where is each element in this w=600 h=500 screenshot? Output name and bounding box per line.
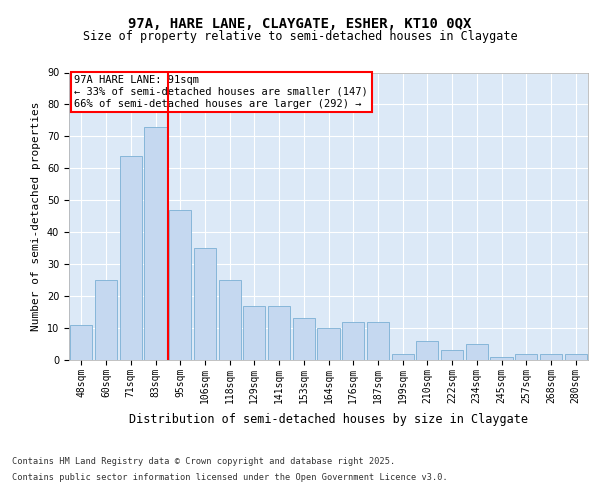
Bar bbox=[293, 318, 315, 360]
Bar bbox=[490, 357, 512, 360]
Bar bbox=[218, 280, 241, 360]
Y-axis label: Number of semi-detached properties: Number of semi-detached properties bbox=[31, 102, 41, 331]
Bar bbox=[169, 210, 191, 360]
Bar bbox=[194, 248, 216, 360]
Bar bbox=[342, 322, 364, 360]
Bar bbox=[441, 350, 463, 360]
Bar bbox=[145, 127, 167, 360]
Bar bbox=[70, 325, 92, 360]
Bar bbox=[268, 306, 290, 360]
Text: Size of property relative to semi-detached houses in Claygate: Size of property relative to semi-detach… bbox=[83, 30, 517, 43]
Bar bbox=[119, 156, 142, 360]
Text: Contains public sector information licensed under the Open Government Licence v3: Contains public sector information licen… bbox=[12, 472, 448, 482]
Bar bbox=[540, 354, 562, 360]
Bar bbox=[392, 354, 414, 360]
Bar bbox=[565, 354, 587, 360]
Bar bbox=[515, 354, 538, 360]
Bar bbox=[317, 328, 340, 360]
Bar bbox=[95, 280, 117, 360]
Bar bbox=[367, 322, 389, 360]
Text: 97A, HARE LANE, CLAYGATE, ESHER, KT10 0QX: 97A, HARE LANE, CLAYGATE, ESHER, KT10 0Q… bbox=[128, 18, 472, 32]
Bar bbox=[466, 344, 488, 360]
Text: 97A HARE LANE: 91sqm
← 33% of semi-detached houses are smaller (147)
66% of semi: 97A HARE LANE: 91sqm ← 33% of semi-detac… bbox=[74, 76, 368, 108]
Text: Distribution of semi-detached houses by size in Claygate: Distribution of semi-detached houses by … bbox=[130, 412, 528, 426]
Bar bbox=[416, 341, 439, 360]
Text: Contains HM Land Registry data © Crown copyright and database right 2025.: Contains HM Land Registry data © Crown c… bbox=[12, 458, 395, 466]
Bar bbox=[243, 306, 265, 360]
